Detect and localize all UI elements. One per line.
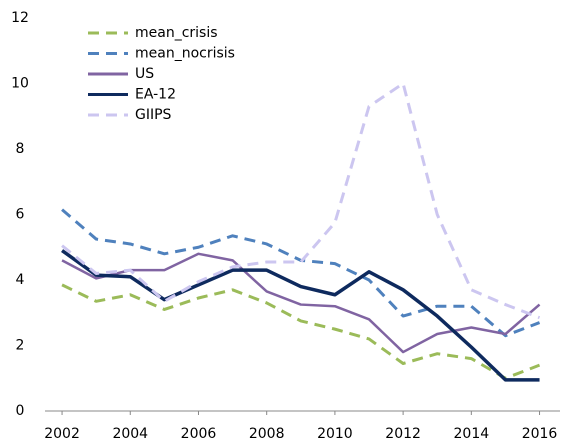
x-tick-label: 2004 [112, 426, 148, 442]
x-tick-label: 2014 [454, 426, 490, 442]
x-tick-label: 2010 [317, 426, 353, 442]
x-tick-label: 2006 [181, 426, 217, 442]
y-tick-label: 8 [16, 141, 25, 157]
x-tick-label: 2008 [249, 426, 285, 442]
series-line [61, 283, 541, 380]
x-tick-label: 2012 [385, 426, 421, 442]
x-tick-label: 2016 [522, 426, 558, 442]
y-tick-label: 2 [16, 338, 25, 354]
y-tick-label: 10 [11, 76, 29, 92]
y-tick-label: 6 [16, 207, 25, 223]
legend-label: mean_crisis [135, 25, 218, 41]
series-line [61, 249, 540, 382]
legend-label: EA-12 [135, 87, 176, 103]
legend-label: mean_nocrisis [135, 46, 235, 62]
legend-label: GIIPS [135, 107, 172, 123]
series-line [61, 82, 541, 320]
x-tick-label: 2002 [44, 426, 80, 442]
legend-label: US [135, 66, 154, 82]
y-tick-label: 12 [11, 10, 29, 26]
y-tick-label: 0 [16, 403, 25, 419]
y-tick-label: 4 [16, 272, 25, 288]
series-line [61, 252, 541, 354]
